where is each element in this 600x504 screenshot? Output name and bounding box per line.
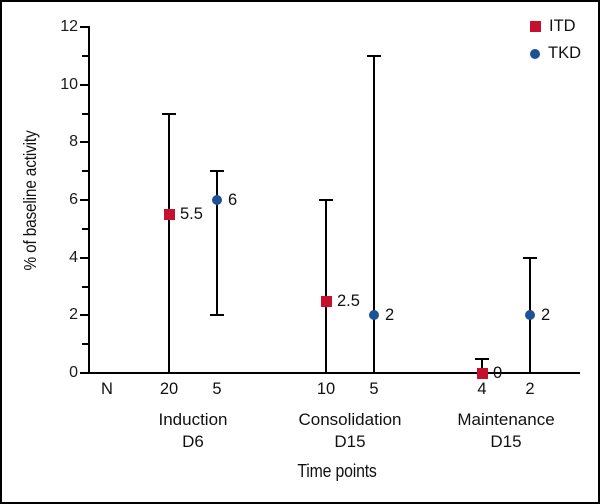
category-sublabel: D15 (490, 432, 522, 451)
category-label: Maintenance (457, 410, 555, 429)
y-minor-tick (82, 285, 88, 288)
data-point-square (477, 368, 488, 379)
y-tick-label: 12 (60, 18, 78, 36)
category-label: Induction (158, 410, 228, 429)
error-bar-line (216, 171, 218, 316)
error-bar-line (168, 113, 170, 373)
y-tick-label: 2 (69, 306, 78, 324)
n-value: 4 (477, 380, 487, 398)
n-value: 2 (525, 380, 535, 398)
y-minor-tick (82, 227, 88, 230)
y-major-tick (80, 141, 88, 144)
error-bar-top-cap (210, 170, 224, 173)
data-point-circle (525, 310, 535, 321)
legend-item-tkd: TKD (530, 45, 581, 62)
y-tick-label: 0 (69, 364, 78, 381)
value-label: 5.5 (180, 205, 203, 224)
error-bar-line (325, 200, 327, 373)
y-tick-label: 4 (69, 248, 78, 266)
value-label: 2.5 (337, 291, 360, 310)
data-point-circle (369, 310, 379, 321)
n-value: 5 (212, 380, 222, 398)
y-major-tick (80, 83, 88, 86)
y-minor-tick (82, 170, 88, 173)
data-point-square (164, 209, 175, 221)
error-bar-line (373, 55, 375, 373)
value-label: 0 (493, 364, 503, 382)
y-axis-line (88, 26, 90, 374)
legend: ITD TKD (530, 18, 581, 62)
error-bar-line (481, 358, 483, 373)
n-value: 20 (159, 380, 179, 398)
y-tick-label: 10 (60, 75, 78, 93)
category-sublabel: D15 (334, 432, 366, 451)
y-tick-label: 6 (69, 191, 78, 209)
legend-item-itd: ITD (530, 18, 581, 35)
n-value: 10 (316, 380, 336, 398)
data-point-circle (212, 195, 222, 206)
y-axis-title-text: % of baseline activity (19, 130, 40, 270)
y-major-tick (80, 26, 88, 29)
error-bar-top-cap (162, 112, 176, 115)
x-axis-line (88, 372, 580, 374)
itd-square-marker-icon (530, 21, 541, 32)
data-point-square (321, 295, 332, 307)
value-label: 2 (541, 306, 551, 325)
y-minor-tick (82, 343, 88, 346)
y-major-tick (80, 199, 88, 202)
y-axis-title: % of baseline activity (14, 27, 46, 373)
error-bar-top-cap (319, 199, 333, 202)
y-major-tick (80, 256, 88, 259)
error-bar-bottom-cap (210, 314, 224, 317)
value-label: 2 (385, 306, 395, 325)
legend-label-itd: ITD (549, 17, 576, 35)
category-sublabel: D6 (182, 432, 204, 451)
n-value: 5 (369, 380, 379, 398)
legend-label-tkd: TKD (548, 44, 581, 62)
n-row-header: N (101, 380, 113, 398)
error-bar-top-cap (367, 54, 381, 57)
y-minor-tick (82, 112, 88, 115)
category-label: Consolidation (298, 410, 402, 429)
tkd-circle-marker-icon (530, 48, 540, 59)
x-axis-title: Time points (297, 461, 377, 481)
y-tick-label: 8 (69, 133, 78, 151)
error-bar-top-cap (523, 256, 537, 259)
y-minor-tick (82, 54, 88, 57)
y-major-tick (80, 372, 88, 374)
value-label: 6 (228, 191, 238, 210)
error-bar-top-cap (475, 357, 489, 360)
y-major-tick (80, 314, 88, 317)
